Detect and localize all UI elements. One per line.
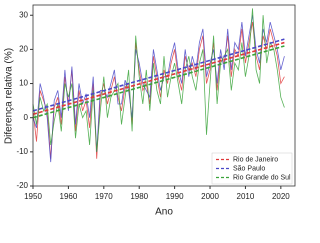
- y-tick-label: -10: [16, 147, 28, 156]
- series-line: [32, 15, 285, 163]
- series-line: [32, 22, 285, 159]
- x-tick-label: 1990: [166, 192, 184, 201]
- x-tick-label: 2020: [272, 192, 290, 201]
- legend-label: São Paulo: [233, 165, 265, 172]
- x-tick-label: 1950: [24, 192, 42, 201]
- trend-line: [32, 45, 285, 119]
- x-tick-label: 2000: [201, 192, 219, 201]
- trend-line: [32, 38, 285, 112]
- trend-line: [32, 41, 285, 116]
- y-tick-label: 10: [19, 79, 28, 88]
- x-tick-label: 2010: [237, 192, 255, 201]
- y-tick-label: 0: [24, 113, 29, 122]
- chart: Ano Diferença relativa (%) -20 -10 0 10 20 30…: [4, 4, 296, 218]
- y-tick-label: -20: [16, 181, 28, 190]
- y-tick-label: 20: [19, 45, 28, 54]
- plot-frame: [32, 4, 296, 187]
- x-tick-label: 1960: [60, 192, 78, 201]
- y-axis-label: Diferença relativa (%): [4, 48, 15, 144]
- x-tick-label: 1970: [95, 192, 113, 201]
- series-line: [32, 8, 285, 152]
- y-tick-label: 30: [19, 10, 28, 19]
- legend-box: [211, 152, 293, 185]
- legend-label: Rio de Janeiro: [233, 156, 278, 163]
- x-axis-label: Ano: [155, 207, 173, 218]
- legend-label: Rio Grande do Sul: [233, 174, 291, 181]
- x-tick-label: 1980: [130, 192, 148, 201]
